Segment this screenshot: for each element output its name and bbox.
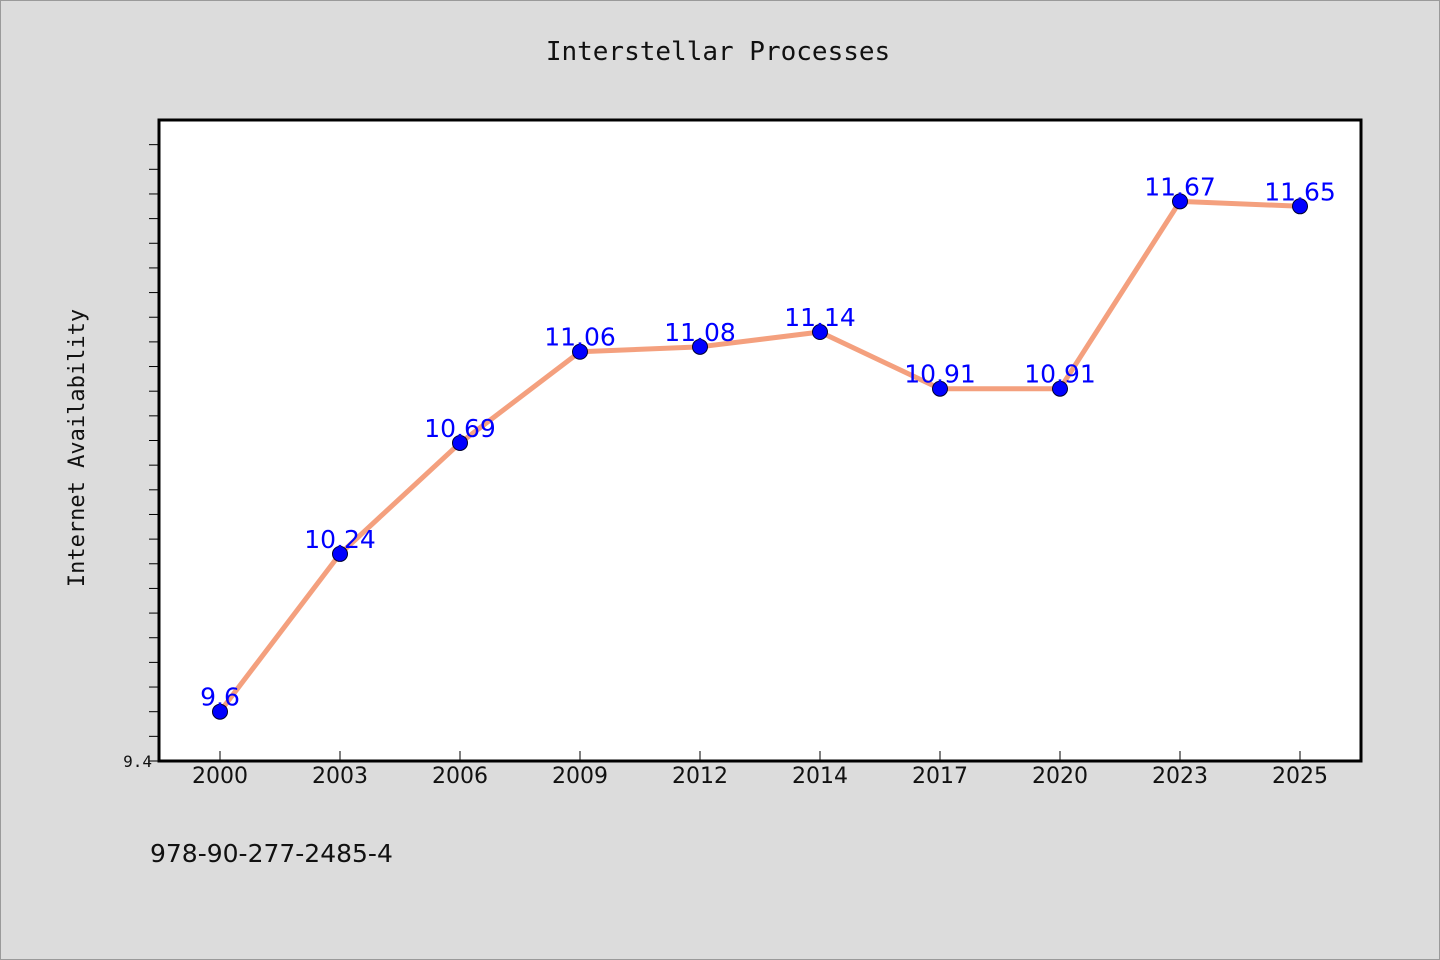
data-point	[212, 703, 228, 720]
data-label: 10.24	[304, 525, 376, 554]
y-axis-label: Internet Availability	[65, 309, 90, 587]
data-label: 9.6	[200, 683, 240, 712]
x-tick-label: 2023	[1152, 764, 1208, 789]
series-line	[218, 198, 1301, 714]
x-tick-label: 2003	[312, 764, 368, 789]
isbn-text: 978-90-277-2485-4	[150, 839, 393, 868]
chart-title: Interstellar Processes	[546, 37, 890, 67]
data-label: 11.67	[1144, 172, 1216, 201]
data-point	[812, 324, 828, 341]
x-tick-label: 2012	[672, 764, 728, 789]
data-point	[1052, 380, 1068, 397]
x-tick-label: 2009	[552, 764, 608, 789]
data-point	[1172, 193, 1188, 210]
data-point	[332, 545, 348, 562]
y-axis-ticks: 9.4	[123, 144, 159, 771]
x-tick-label: 2000	[192, 764, 248, 789]
data-label: 11.06	[544, 323, 616, 352]
data-label: 11.14	[784, 303, 856, 332]
data-label: 11.08	[664, 318, 736, 347]
data-label: 10.69	[424, 414, 496, 443]
y-tick-label: 9.4	[123, 752, 152, 771]
x-tick-label: 2006	[432, 764, 488, 789]
data-label: 10.91	[904, 360, 976, 389]
x-tick-label: 2014	[792, 764, 848, 789]
x-axis-ticks: 2000 2003 2006 2009 2012 2014 2017 2020 2023 2025	[192, 751, 1328, 789]
x-tick-label: 2020	[1032, 764, 1088, 789]
data-point	[452, 434, 468, 451]
data-point	[1292, 198, 1308, 215]
x-tick-label: 2025	[1272, 764, 1328, 789]
plot-area	[157, 118, 1363, 763]
data-labels-group: 9.6 10.24 10.69 11.06 11.08 11.14 10.91 10.91 11…	[200, 172, 1336, 711]
series-group	[212, 193, 1308, 720]
data-point	[572, 343, 588, 360]
data-point	[692, 338, 708, 355]
x-tick-label: 2017	[912, 764, 968, 789]
data-label: 11.65	[1264, 177, 1336, 206]
data-label: 10.91	[1024, 360, 1096, 389]
data-point	[932, 380, 948, 397]
